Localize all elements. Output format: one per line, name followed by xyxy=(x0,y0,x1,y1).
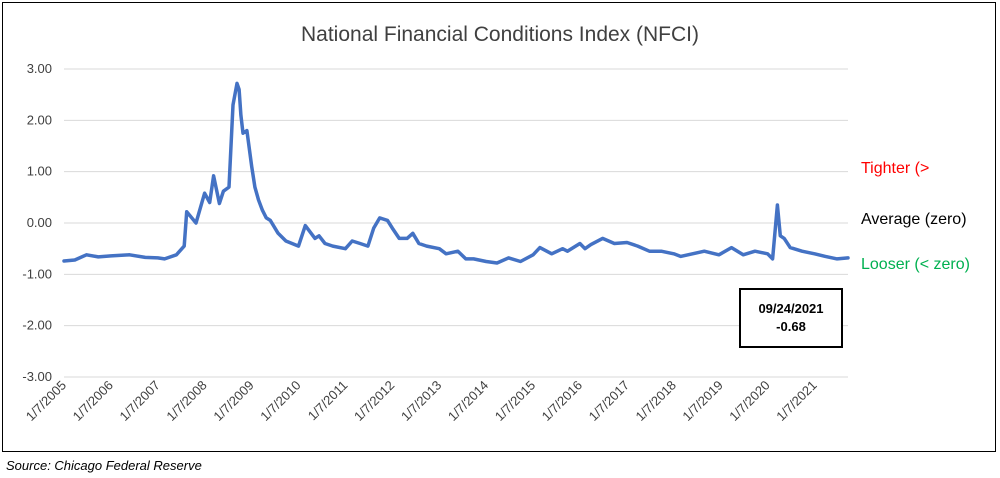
x-tick-label: 1/7/2017 xyxy=(586,378,632,424)
tighter-annotation: Tighter (> xyxy=(861,160,930,177)
looser-annotation: Looser (< zero) xyxy=(861,256,970,273)
x-tick-label: 1/7/2009 xyxy=(210,378,256,424)
callout-value: -0.68 xyxy=(776,319,806,334)
x-tick-label: 1/7/2014 xyxy=(445,378,491,424)
source-note: Source: Chicago Federal Reserve xyxy=(6,458,202,473)
y-tick-label: 3.00 xyxy=(27,61,52,76)
y-tick-label: -1.00 xyxy=(22,266,52,281)
average-annotation: Average (zero) xyxy=(861,211,967,228)
x-tick-label: 1/7/2015 xyxy=(492,378,538,424)
chart-title: National Financial Conditions Index (NFC… xyxy=(301,23,699,46)
y-tick-label: -2.00 xyxy=(22,318,52,333)
x-axis-ticks: 1/7/2005 1/7/2006 1/7/2007 1/7/2008 1/7/2009… xyxy=(23,378,820,424)
y-tick-label: 2.00 xyxy=(27,112,52,127)
x-tick-label: 1/7/2016 xyxy=(539,378,585,424)
x-tick-label: 1/7/2012 xyxy=(351,378,397,424)
x-tick-label: 1/7/2020 xyxy=(726,378,772,424)
x-tick-label: 1/7/2010 xyxy=(257,378,303,424)
y-tick-label: -3.00 xyxy=(22,369,52,384)
x-tick-label: 1/7/2021 xyxy=(773,378,819,424)
x-tick-label: 1/7/2011 xyxy=(305,378,351,424)
x-tick-label: 1/7/2005 xyxy=(23,378,69,424)
x-tick-label: 1/7/2018 xyxy=(633,378,679,424)
y-tick-label: 0.00 xyxy=(27,215,52,230)
latest-value-callout: 09/24/2021 -0.68 xyxy=(739,288,843,348)
x-tick-label: 1/7/2008 xyxy=(163,378,209,424)
x-tick-label: 1/7/2006 xyxy=(70,378,116,424)
x-tick-label: 1/7/2019 xyxy=(679,378,725,424)
y-axis-ticks: 3.00 2.00 1.00 0.00 -1.00 -2.00 -3.00 xyxy=(22,61,52,384)
x-tick-label: 1/7/2007 xyxy=(116,378,162,424)
callout-date: 09/24/2021 xyxy=(758,301,824,316)
x-tick-label: 1/7/2013 xyxy=(398,378,444,424)
y-tick-label: 1.00 xyxy=(27,164,52,179)
nfci-series-line xyxy=(62,81,850,265)
grid-lines xyxy=(64,68,848,378)
